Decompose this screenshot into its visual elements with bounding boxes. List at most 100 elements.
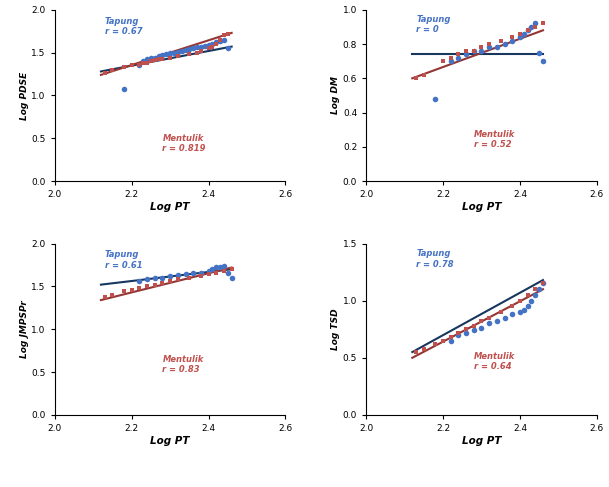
Point [188, 270, 198, 278]
Point [538, 280, 548, 287]
Point [484, 43, 494, 51]
Point [200, 42, 209, 50]
X-axis label: Log PT: Log PT [462, 202, 501, 212]
Point [119, 85, 129, 93]
Point [507, 37, 517, 44]
Point [515, 30, 525, 37]
Legend: Sungai Tapung, Sungai Mentulik, Linear (Sungai Tapung), Linear (Sungai Mentulik): Sungai Tapung, Sungai Mentulik, Linear (… [72, 415, 268, 437]
Point [208, 43, 217, 51]
X-axis label: Log PT: Log PT [462, 436, 501, 446]
Point [173, 276, 183, 283]
Point [150, 56, 160, 64]
Point [461, 325, 471, 333]
Point [223, 30, 233, 37]
Point [454, 331, 463, 339]
Text: Tapung
r = 0.78: Tapung r = 0.78 [416, 249, 454, 269]
Point [150, 281, 160, 288]
Point [431, 95, 440, 103]
Point [158, 279, 167, 287]
Point [523, 26, 532, 34]
Point [161, 51, 171, 58]
Point [534, 49, 544, 56]
Point [527, 23, 537, 31]
Point [469, 322, 479, 330]
Point [461, 329, 471, 337]
Point [165, 49, 175, 56]
Point [519, 30, 529, 37]
X-axis label: Log PT: Log PT [150, 202, 190, 212]
Point [523, 26, 532, 34]
Point [135, 61, 144, 69]
X-axis label: Log PT: Log PT [150, 436, 190, 446]
Point [446, 333, 456, 341]
Text: Mentulik
r = 0.64: Mentulik r = 0.64 [474, 352, 515, 372]
Point [181, 270, 191, 278]
Point [165, 277, 175, 285]
Point [215, 37, 225, 45]
Text: Mentulik
r = 0.819: Mentulik r = 0.819 [163, 134, 206, 153]
Point [469, 47, 479, 55]
Point [500, 314, 510, 322]
Point [127, 61, 136, 69]
Point [177, 47, 186, 55]
Point [146, 54, 156, 62]
Point [119, 288, 129, 296]
Point [496, 308, 505, 316]
Point [507, 302, 517, 310]
Point [523, 291, 532, 299]
Point [530, 291, 540, 299]
Point [153, 56, 163, 63]
Point [461, 47, 471, 55]
Point [211, 40, 221, 48]
Point [158, 55, 167, 62]
Point [203, 44, 213, 52]
Point [196, 43, 206, 51]
Y-axis label: Log JMPSPr: Log JMPSPr [19, 300, 29, 358]
Point [431, 340, 440, 348]
Point [142, 59, 152, 67]
Point [192, 49, 202, 56]
Point [142, 282, 152, 290]
Point [146, 57, 156, 65]
Text: (b): (b) [471, 246, 492, 260]
Point [138, 57, 148, 65]
Point [100, 293, 110, 300]
Point [185, 274, 194, 281]
Point [185, 45, 194, 53]
Point [223, 44, 233, 52]
Legend: Sungai Tapung, Sungai Mentulik, Linear (Sungai Tapung), Linear (Sungai Mentulik): Sungai Tapung, Sungai Mentulik, Linear (… [384, 415, 579, 437]
Point [223, 270, 233, 278]
Text: (a): (a) [160, 246, 180, 260]
Text: Tapung
r = 0: Tapung r = 0 [416, 15, 451, 34]
Point [419, 345, 429, 353]
Point [142, 276, 152, 283]
Point [484, 40, 494, 48]
Point [150, 274, 160, 281]
Point [446, 54, 456, 62]
Point [492, 318, 502, 325]
Point [158, 274, 167, 281]
Y-axis label: Log TSD: Log TSD [331, 308, 340, 350]
Point [477, 43, 487, 51]
Point [203, 270, 213, 278]
Point [208, 40, 217, 48]
Point [203, 41, 213, 49]
Point [530, 19, 540, 27]
Point [477, 324, 487, 332]
Point [446, 337, 456, 344]
Point [215, 36, 225, 44]
Point [185, 51, 194, 58]
Text: (d): (d) [471, 480, 492, 487]
Point [530, 23, 540, 31]
Point [138, 59, 148, 67]
Point [153, 52, 163, 60]
Point [477, 318, 487, 325]
Point [100, 69, 110, 77]
Legend: Sungai Tapung, Sungai Mentulik, Linear (Sungai Tapung), Linear (Sungai Mentulik): Sungai Tapung, Sungai Mentulik, Linear (… [72, 182, 268, 204]
Point [515, 308, 525, 316]
Point [530, 285, 540, 293]
Point [227, 265, 236, 273]
Point [438, 57, 448, 65]
Point [219, 267, 229, 275]
Point [484, 319, 494, 327]
